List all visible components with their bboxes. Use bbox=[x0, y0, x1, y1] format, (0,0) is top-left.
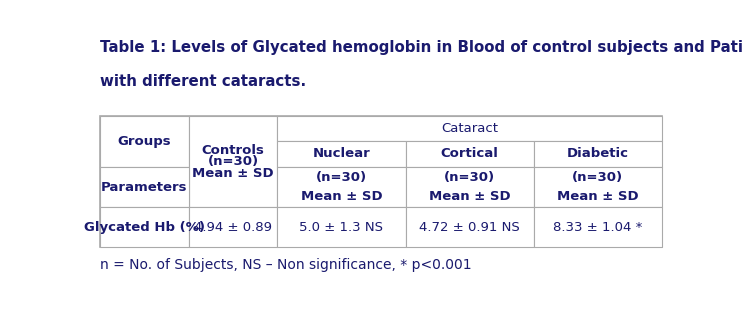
Bar bbox=[189, 207, 277, 247]
Text: Mean ± SD: Mean ± SD bbox=[557, 190, 638, 203]
Text: (n=30): (n=30) bbox=[572, 171, 623, 184]
Text: 5.0 ± 1.3 NS: 5.0 ± 1.3 NS bbox=[299, 221, 383, 234]
Text: Parameters: Parameters bbox=[101, 181, 187, 194]
Text: (n=30): (n=30) bbox=[444, 171, 495, 184]
Text: Nuclear: Nuclear bbox=[313, 147, 370, 160]
Text: 4.72 ± 0.91 NS: 4.72 ± 0.91 NS bbox=[419, 221, 520, 234]
Bar bbox=[533, 207, 662, 247]
Text: (n=30): (n=30) bbox=[207, 155, 259, 169]
Bar bbox=[406, 141, 533, 167]
Bar bbox=[100, 167, 189, 207]
Bar bbox=[406, 207, 533, 247]
Bar bbox=[189, 117, 277, 207]
Text: 4.94 ± 0.89: 4.94 ± 0.89 bbox=[194, 221, 272, 234]
Bar bbox=[100, 117, 662, 247]
Bar bbox=[277, 207, 406, 247]
Bar bbox=[533, 141, 662, 167]
Bar bbox=[533, 167, 662, 207]
Text: n = No. of Subjects, NS – Non significance, * p<0.001: n = No. of Subjects, NS – Non significan… bbox=[100, 258, 471, 272]
Text: Table 1: Levels of Glycated hemoglobin in Blood of control subjects and Patients: Table 1: Levels of Glycated hemoglobin i… bbox=[100, 40, 743, 55]
Bar bbox=[100, 117, 189, 167]
Text: Groups: Groups bbox=[117, 135, 171, 148]
Text: Controls: Controls bbox=[201, 143, 265, 157]
Text: (n=30): (n=30) bbox=[316, 171, 367, 184]
Text: with different cataracts.: with different cataracts. bbox=[100, 74, 306, 89]
Bar bbox=[100, 207, 189, 247]
Text: 8.33 ± 1.04 *: 8.33 ± 1.04 * bbox=[553, 221, 643, 234]
Text: Diabetic: Diabetic bbox=[567, 147, 629, 160]
Text: Mean ± SD: Mean ± SD bbox=[429, 190, 510, 203]
Text: Cataract: Cataract bbox=[441, 122, 498, 135]
Text: Mean ± SD: Mean ± SD bbox=[192, 167, 273, 180]
Text: Cortical: Cortical bbox=[441, 147, 499, 160]
Bar bbox=[406, 167, 533, 207]
Bar bbox=[277, 167, 406, 207]
Bar bbox=[277, 141, 406, 167]
Text: Mean ± SD: Mean ± SD bbox=[301, 190, 382, 203]
Bar bbox=[277, 117, 662, 141]
Text: Glycated Hb (%): Glycated Hb (%) bbox=[84, 221, 204, 234]
